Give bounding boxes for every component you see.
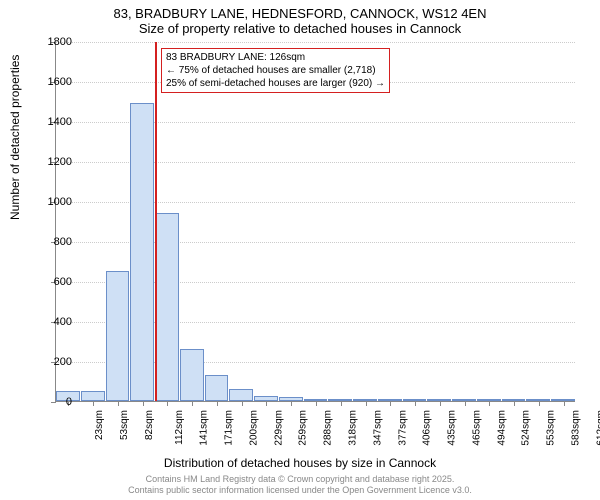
xtick-label: 259sqm [298,410,309,446]
ytick-label: 1200 [48,156,72,168]
histogram-bar [205,375,229,401]
xtick-mark [390,401,391,406]
xtick-label: 171sqm [224,410,235,446]
xtick-mark [341,401,342,406]
xtick-label: 53sqm [119,410,130,440]
title-line2: Size of property relative to detached ho… [0,21,600,36]
xtick-label: 112sqm [174,410,185,445]
ytick-label: 0 [66,396,72,408]
xtick-mark [291,401,292,406]
ytick-label: 400 [54,316,72,328]
annotation-box: 83 BRADBURY LANE: 126sqm← 75% of detache… [161,48,390,93]
xtick-label: 82sqm [144,410,155,440]
ytick-mark [51,402,56,403]
y-axis-label: Number of detached properties [8,55,22,220]
xtick-mark [167,401,168,406]
xtick-label: 23sqm [94,410,105,440]
xtick-mark [316,401,317,406]
xtick-mark [440,401,441,406]
xtick-label: 583sqm [570,410,581,446]
xtick-label: 141sqm [199,410,210,446]
annotation-line1: 83 BRADBURY LANE: 126sqm [166,51,385,64]
histogram-bar [106,271,130,401]
xtick-mark [118,401,119,406]
xtick-label: 288sqm [323,410,334,446]
xtick-mark [266,401,267,406]
annotation-line3: 25% of semi-detached houses are larger (… [166,77,385,90]
chart-title: 83, BRADBURY LANE, HEDNESFORD, CANNOCK, … [0,0,600,36]
plot-area: 83 BRADBURY LANE: 126sqm← 75% of detache… [55,42,575,402]
xtick-mark [564,401,565,406]
title-line1: 83, BRADBURY LANE, HEDNESFORD, CANNOCK, … [0,6,600,21]
xtick-label: 318sqm [348,410,359,446]
xtick-label: 524sqm [521,410,532,446]
xtick-mark [217,401,218,406]
footer-attribution: Contains HM Land Registry data © Crown c… [0,474,600,496]
xtick-mark [489,401,490,406]
xtick-label: 612sqm [595,410,600,446]
xtick-label: 406sqm [422,410,433,446]
xtick-mark [366,401,367,406]
ytick-label: 800 [54,236,72,248]
xtick-mark [192,401,193,406]
ytick-label: 1000 [48,196,72,208]
histogram-bar [180,349,204,401]
xtick-mark [415,401,416,406]
xtick-mark [539,401,540,406]
ytick-label: 200 [54,356,72,368]
xtick-label: 200sqm [249,410,260,446]
ytick-label: 1600 [48,76,72,88]
x-axis-label: Distribution of detached houses by size … [0,456,600,470]
xtick-label: 465sqm [471,410,482,446]
gridline [56,42,575,43]
ytick-label: 1800 [48,36,72,48]
ytick-label: 600 [54,276,72,288]
xtick-mark [143,401,144,406]
histogram-bar [130,103,154,401]
xtick-label: 494sqm [496,410,507,446]
xtick-mark [242,401,243,406]
footer-line1: Contains HM Land Registry data © Crown c… [0,474,600,485]
xtick-mark [93,401,94,406]
xtick-label: 229sqm [273,410,284,446]
ytick-label: 1400 [48,116,72,128]
xtick-label: 553sqm [546,410,557,446]
annotation-line2: ← 75% of detached houses are smaller (2,… [166,64,385,77]
xtick-label: 347sqm [372,410,383,446]
xtick-label: 435sqm [447,410,458,446]
histogram-bar [81,391,105,401]
footer-line2: Contains public sector information licen… [0,485,600,496]
xtick-mark [465,401,466,406]
histogram-bar [155,213,179,401]
reference-line [155,42,157,401]
histogram-bar [229,389,253,401]
xtick-mark [514,401,515,406]
xtick-label: 377sqm [397,410,408,446]
